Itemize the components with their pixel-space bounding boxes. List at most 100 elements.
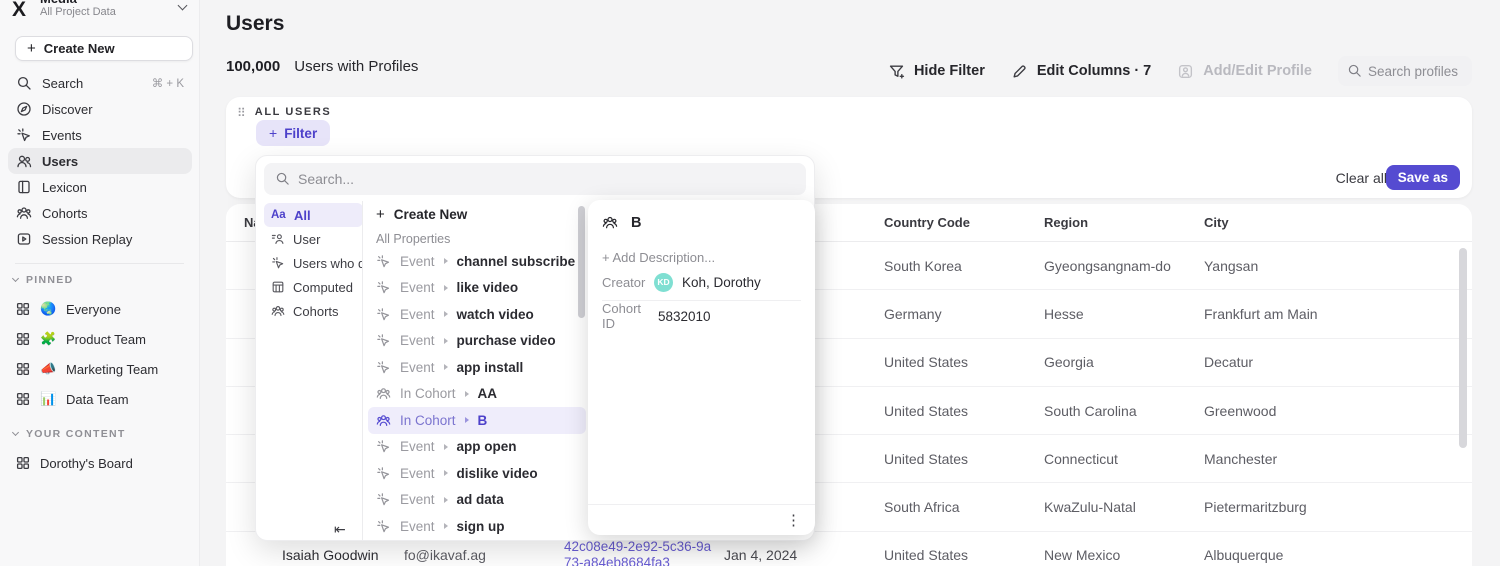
user-count-row: 100,000 Users with Profiles xyxy=(226,58,418,75)
collapse-panel-icon[interactable] xyxy=(334,521,346,538)
board-grid-icon xyxy=(15,301,31,317)
create-new-button[interactable]: Create New xyxy=(15,36,193,61)
dropdown-search-input[interactable] xyxy=(264,163,806,195)
edit-columns-button[interactable]: Edit Columns · 7 xyxy=(1011,63,1151,80)
category-cohorts[interactable]: Cohorts xyxy=(264,299,363,323)
drag-handle-icon[interactable] xyxy=(237,104,246,120)
table-row[interactable]: United States South Carolina Greenwood xyxy=(226,387,1472,436)
chevron-down-icon xyxy=(11,274,20,283)
property-item-purchase-video[interactable]: Event purchase video xyxy=(368,328,586,355)
board-grid-icon xyxy=(15,361,31,377)
clear-all-button[interactable]: Clear all xyxy=(1335,170,1387,186)
event-spark-icon xyxy=(376,307,391,322)
board-grid-icon xyxy=(15,391,31,407)
add-edit-profile-button[interactable]: Add/Edit Profile xyxy=(1177,63,1312,80)
sidebar-item-users[interactable]: Users xyxy=(8,148,192,174)
sidebar-item-events[interactable]: Events xyxy=(8,122,192,148)
sidebar-divider xyxy=(15,263,184,264)
board-item-data-team[interactable]: 📊 Data Team xyxy=(0,384,200,414)
table-row[interactable]: Isaiah Goodwin fo@ikavaf.ag 42c08e49-2e9… xyxy=(226,532,1472,566)
dropdown-create-new[interactable]: Create New xyxy=(376,202,468,226)
project-switcher[interactable]: X Media All Project Data xyxy=(10,0,194,34)
table-row[interactable]: United States Connecticut Manchester xyxy=(226,435,1472,484)
pinned-header[interactable]: PINNED xyxy=(0,274,200,286)
cell-distinct-id[interactable]: 42c08e49-2e92-5c36-9a73-a84eb8684fa3 xyxy=(564,538,712,566)
cell-region: Georgia xyxy=(1044,354,1094,371)
save-as-button[interactable]: Save as xyxy=(1385,165,1460,190)
create-new-label: Create New xyxy=(43,41,115,56)
chevron-down-icon xyxy=(11,428,20,437)
creator-row: Creator KD Koh, Dorothy xyxy=(602,270,801,294)
table-row[interactable]: Germany Hesse Frankfurt am Main xyxy=(226,290,1472,339)
computed-icon xyxy=(271,280,285,294)
category-computed[interactable]: Computed xyxy=(264,275,363,299)
column-header-city[interactable]: City xyxy=(1204,215,1229,230)
property-item-channel-subscribe[interactable]: Event channel subscribe xyxy=(368,248,586,275)
cell-country: Germany xyxy=(884,305,942,322)
cell-city: Yangsan xyxy=(1204,257,1259,274)
cell-name: Isaiah Goodwin xyxy=(282,547,379,564)
board-item-everyone[interactable]: 🌏 Everyone xyxy=(0,294,200,324)
cell-region: Hesse xyxy=(1044,305,1084,322)
cell-region: South Carolina xyxy=(1044,402,1137,419)
property-item-dislike-video[interactable]: Event dislike video xyxy=(368,460,586,487)
board-item-product-team[interactable]: 🧩 Product Team xyxy=(0,324,200,354)
property-item-app-open[interactable]: Event app open xyxy=(368,434,586,461)
category-users-who-did[interactable]: Users who di... xyxy=(264,251,363,275)
property-item-watch-video[interactable]: Event watch video xyxy=(368,301,586,328)
more-options-icon[interactable] xyxy=(786,511,800,529)
hide-filter-button[interactable]: Hide Filter xyxy=(888,63,985,80)
category-all[interactable]: Aa All xyxy=(264,203,363,227)
add-filter-button[interactable]: Filter xyxy=(256,120,331,146)
event-spark-icon xyxy=(376,280,391,295)
property-item-sign-up[interactable]: Event sign up xyxy=(368,513,586,540)
table-row[interactable]: South Africa KwaZulu-Natal Pietermaritzb… xyxy=(226,483,1472,532)
event-spark-icon xyxy=(271,256,285,270)
sidebar-item-discover[interactable]: Discover xyxy=(8,96,192,122)
property-item-in-cohort-aa[interactable]: In Cohort AA xyxy=(368,381,586,408)
board-item-marketing-team[interactable]: 📣 Marketing Team xyxy=(0,354,200,384)
cell-region: New Mexico xyxy=(1044,547,1121,564)
event-spark-icon xyxy=(376,333,391,348)
event-spark-icon xyxy=(376,439,391,454)
table-row[interactable]: United States Georgia Decatur xyxy=(226,339,1472,387)
sidebar-item-lexicon[interactable]: Lexicon xyxy=(8,174,192,200)
plus-icon xyxy=(27,41,36,56)
event-spark-icon xyxy=(376,360,391,375)
sidebar-item-search[interactable]: Search ⌘ + K xyxy=(8,70,192,96)
cell-city: Albuquerque xyxy=(1204,547,1284,564)
dropdown-divider xyxy=(362,201,363,540)
person-card-icon xyxy=(1177,63,1194,80)
property-item-app-install[interactable]: Event app install xyxy=(368,354,586,381)
table-row[interactable]: South Korea Gyeongsangnam-do Yangsan xyxy=(226,242,1472,291)
property-item-like-video[interactable]: Event like video xyxy=(368,275,586,302)
category-user[interactable]: User xyxy=(264,227,363,251)
table-scrollbar[interactable] xyxy=(1459,248,1467,448)
chevron-down-icon[interactable] xyxy=(177,0,188,11)
toolbar: Hide Filter Edit Columns · 7 Add/Edit Pr… xyxy=(888,55,1472,87)
cohort-icon xyxy=(16,205,32,221)
board-item-dorothys-board[interactable]: Dorothy's Board xyxy=(0,448,200,478)
chevron-right-icon xyxy=(443,443,448,450)
puzzle-emoji: 🧩 xyxy=(40,331,57,346)
sidebar: X Media All Project Data Create New Sear… xyxy=(0,0,200,566)
your-content-header[interactable]: YOUR CONTENT xyxy=(0,428,200,440)
sidebar-item-session-replay[interactable]: Session Replay xyxy=(8,226,192,252)
text-format-icon: Aa xyxy=(271,209,286,221)
chevron-right-icon xyxy=(464,390,469,397)
cell-country: United States xyxy=(884,354,969,371)
property-item-in-cohort-b[interactable]: In Cohort B xyxy=(368,407,586,434)
search-profiles-input[interactable] xyxy=(1338,56,1472,86)
sidebar-item-cohorts[interactable]: Cohorts xyxy=(8,200,192,226)
cohort-icon xyxy=(376,386,391,401)
board-grid-icon xyxy=(15,331,31,347)
book-icon xyxy=(16,179,32,195)
your-content-section: YOUR CONTENT Dorothy's Board xyxy=(0,428,200,478)
dropdown-scrollbar[interactable] xyxy=(578,206,585,318)
all-properties-label: All Properties xyxy=(376,232,451,246)
column-header-country-code[interactable]: Country Code xyxy=(884,215,970,230)
cell-country: United States xyxy=(884,547,969,564)
property-item-ad-data[interactable]: Event ad data xyxy=(368,487,586,514)
column-header-region[interactable]: Region xyxy=(1044,215,1089,230)
add-description-button[interactable]: + Add Description... xyxy=(602,250,716,265)
